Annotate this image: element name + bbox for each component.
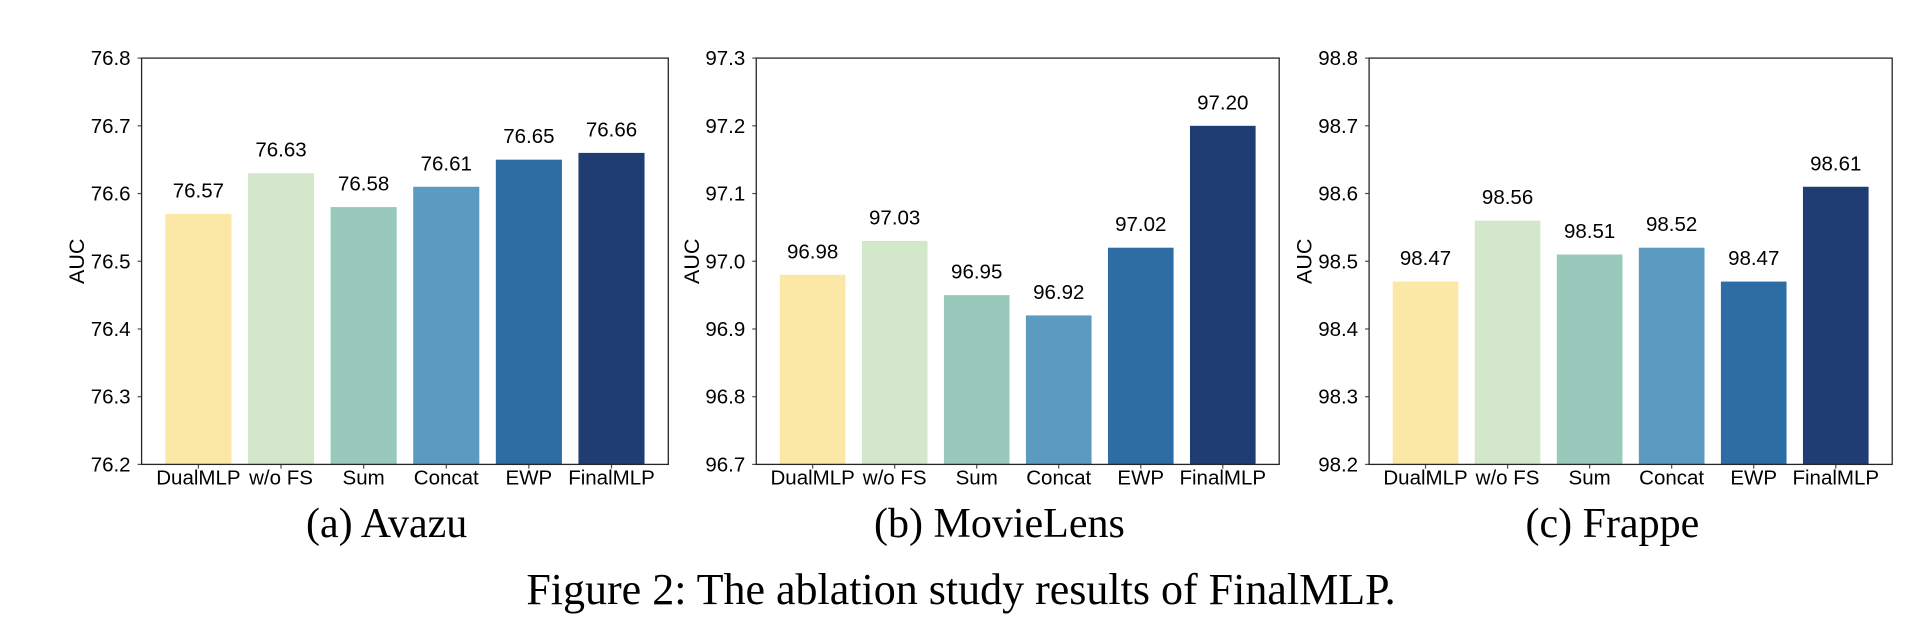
svg-text:98.2: 98.2	[1318, 453, 1358, 476]
svg-text:DualMLP: DualMLP	[1383, 467, 1467, 490]
svg-text:AUC: AUC	[1293, 239, 1317, 284]
svg-text:w/o FS: w/o FS	[1475, 467, 1540, 490]
svg-text:98.3: 98.3	[1318, 386, 1358, 409]
svg-text:Sum: Sum	[1569, 467, 1611, 490]
svg-text:EWP: EWP	[1730, 467, 1777, 490]
svg-text:98.47: 98.47	[1728, 247, 1779, 270]
svg-text:98.52: 98.52	[1646, 213, 1697, 236]
svg-text:Concat: Concat	[1639, 467, 1704, 490]
svg-text:98.56: 98.56	[1482, 186, 1533, 209]
svg-text:98.6: 98.6	[1318, 183, 1358, 206]
svg-text:98.8: 98.8	[1318, 47, 1358, 70]
svg-text:98.5: 98.5	[1318, 250, 1358, 273]
svg-text:98.4: 98.4	[1318, 318, 1358, 341]
svg-text:98.47: 98.47	[1400, 247, 1451, 270]
svg-text:98.7: 98.7	[1318, 115, 1358, 138]
svg-text:98.51: 98.51	[1564, 220, 1615, 243]
svg-text:FinalMLP: FinalMLP	[1792, 467, 1879, 490]
svg-text:98.61: 98.61	[1810, 152, 1861, 175]
